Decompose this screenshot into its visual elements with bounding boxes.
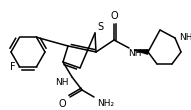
Text: S: S bbox=[97, 22, 103, 32]
Text: NH: NH bbox=[179, 32, 191, 41]
Polygon shape bbox=[134, 50, 148, 54]
Text: O: O bbox=[58, 99, 66, 109]
Text: NH: NH bbox=[128, 49, 142, 58]
Text: O: O bbox=[110, 11, 118, 21]
Text: NH₂: NH₂ bbox=[97, 99, 114, 108]
Text: NH: NH bbox=[56, 78, 69, 87]
Text: F: F bbox=[10, 62, 15, 72]
